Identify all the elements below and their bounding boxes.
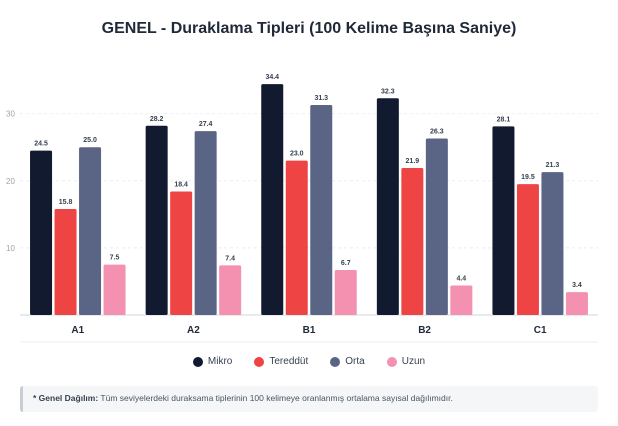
legend-swatch-tereddut bbox=[254, 356, 265, 367]
data-label: 7.4 bbox=[225, 255, 235, 262]
data-label: 26.3 bbox=[430, 129, 444, 136]
bar bbox=[516, 184, 539, 315]
data-label: 24.5 bbox=[34, 141, 48, 148]
bar bbox=[79, 147, 102, 315]
legend-item-uzun[interactable]: Uzun bbox=[386, 356, 426, 367]
data-label: 18.4 bbox=[174, 182, 188, 189]
legend-label-uzun: Uzun bbox=[401, 356, 426, 367]
bar bbox=[334, 270, 357, 315]
bar bbox=[541, 172, 564, 315]
data-label: 7.5 bbox=[110, 255, 120, 262]
legend-swatch-uzun bbox=[386, 356, 397, 367]
y-tick-label: 30 bbox=[6, 110, 15, 119]
data-label: 21.9 bbox=[406, 158, 420, 165]
data-label: 23.0 bbox=[290, 151, 304, 158]
bar bbox=[376, 98, 399, 315]
data-label: 27.4 bbox=[199, 121, 213, 128]
data-label: 6.7 bbox=[341, 260, 351, 267]
bar bbox=[565, 292, 588, 315]
y-tick-label: 20 bbox=[6, 177, 15, 186]
data-label: 25.0 bbox=[83, 137, 97, 144]
data-label: 31.3 bbox=[314, 95, 328, 102]
footnote-label: * Genel Dağılım: bbox=[33, 393, 99, 403]
bar bbox=[425, 138, 448, 315]
data-label: 15.8 bbox=[59, 199, 73, 206]
bar bbox=[450, 285, 473, 315]
data-label: 28.1 bbox=[497, 116, 511, 123]
bar bbox=[401, 168, 424, 315]
x-tick-label: A2 bbox=[187, 325, 200, 336]
chart-legend: Mikro Tereddüt Orta Uzun bbox=[0, 356, 618, 367]
x-tick-label: A1 bbox=[71, 325, 84, 336]
legend-label-mikro: Mikro bbox=[207, 356, 233, 367]
bar bbox=[170, 191, 193, 315]
legend-label-tereddut: Tereddüt bbox=[269, 356, 309, 367]
legend-item-orta[interactable]: Orta bbox=[330, 356, 365, 367]
bar bbox=[261, 84, 284, 315]
legend-item-tereddut[interactable]: Tereddüt bbox=[254, 356, 308, 367]
data-label: 32.3 bbox=[381, 88, 395, 95]
chart-title: GENEL - Duraklama Tipleri (100 Kelime Ba… bbox=[101, 20, 517, 37]
bar bbox=[145, 125, 168, 316]
data-label: 28.2 bbox=[150, 116, 164, 123]
legend-swatch-mikro bbox=[192, 356, 203, 367]
x-tick-label: C1 bbox=[534, 325, 547, 336]
data-label: 4.4 bbox=[456, 275, 466, 282]
legend-swatch-orta bbox=[330, 356, 341, 367]
bar bbox=[30, 150, 53, 315]
bar bbox=[310, 104, 333, 315]
data-label: 19.5 bbox=[521, 174, 535, 181]
bar bbox=[54, 208, 77, 315]
legend-label-orta: Orta bbox=[345, 356, 365, 367]
y-tick-label: 10 bbox=[6, 244, 15, 253]
x-tick-label: B1 bbox=[303, 325, 316, 336]
legend-item-mikro[interactable]: Mikro bbox=[192, 356, 233, 367]
bar bbox=[103, 264, 126, 315]
bar bbox=[194, 131, 217, 315]
bar bbox=[285, 160, 308, 315]
data-label: 34.4 bbox=[265, 74, 279, 81]
data-label: 3.4 bbox=[572, 282, 582, 289]
bar-chart: 10 20 30 24.5 15.8 25.0 7.5 A1 28.2 18.4 27.4 7.4 A2… bbox=[6, 74, 598, 343]
bar bbox=[219, 265, 242, 315]
x-tick-label: B2 bbox=[418, 325, 431, 336]
chart-footnote: * Genel Dağılım: Tüm seviyelerdeki durak… bbox=[20, 386, 598, 412]
footnote-text: Tüm seviyelerdeki duraksama tiplerinin 1… bbox=[100, 393, 453, 403]
bar bbox=[492, 126, 515, 316]
data-label: 21.3 bbox=[546, 162, 560, 169]
